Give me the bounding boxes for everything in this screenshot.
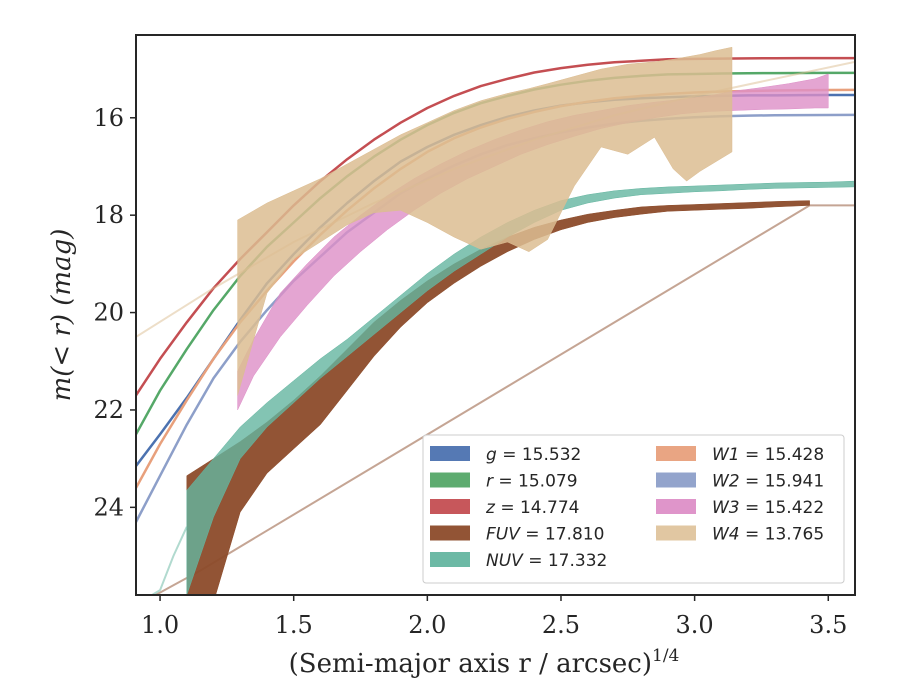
legend-swatch-w3 <box>656 499 696 514</box>
x-axis-title-exponent: 1/4 <box>652 646 679 666</box>
legend-label-z: z = 14.774 <box>485 498 579 518</box>
y-axis-title: m(< r) (mag) <box>47 229 77 402</box>
legend-swatch-nuv <box>430 552 470 567</box>
legend-label-g: g = 15.532 <box>486 445 581 465</box>
y-tick-label: 16 <box>93 104 124 132</box>
legend: g = 15.532 r = 15.079 z = 14.774 FUV = 17.8… <box>422 434 845 584</box>
legend-label-w2: W2 = 15.941 <box>712 472 824 492</box>
x-tick-label: 2.5 <box>542 611 580 639</box>
series-layer <box>136 46 855 595</box>
legend-frame <box>422 434 845 584</box>
plot-frame <box>135 34 856 596</box>
legend-label-w3: W3 = 15.422 <box>712 498 824 518</box>
y-tick-label: 18 <box>93 201 124 229</box>
nuv-series-band <box>186 180 855 595</box>
legend-swatch-w4 <box>656 525 696 541</box>
x-tick-label: 1.0 <box>141 611 179 639</box>
legend-swatch-w1 <box>656 446 696 461</box>
x-tick-label: 1.5 <box>275 611 313 639</box>
legend-swatch-w2 <box>656 472 696 488</box>
y-tick-label: 20 <box>93 299 124 327</box>
legend-label-w1: W1 = 15.428 <box>712 445 824 465</box>
x-tick-label: 3.5 <box>809 611 847 639</box>
legend-label-nuv: NUV = 17.332 <box>486 551 607 571</box>
x-tick-label: 3.0 <box>676 611 714 639</box>
y-tick-label: 24 <box>93 493 124 521</box>
ticks-layer: 1.0 1.5 2.0 2.5 3.0 3.5 16 18 20 22 24 <box>93 104 847 639</box>
legend-swatch-g <box>430 446 470 461</box>
legend-label-w4: W4 = 13.765 <box>712 525 824 545</box>
w4-series-band <box>237 46 733 396</box>
x-tick-label: 2.0 <box>408 611 446 639</box>
legend-label-fuv: FUV = 17.810 <box>486 525 604 545</box>
y-tick-label: 22 <box>93 396 124 424</box>
legend-swatch-z <box>430 499 470 514</box>
legend-label-r: r = 15.079 <box>486 472 578 492</box>
legend-swatch-r <box>430 472 470 488</box>
legend-swatch-fuv <box>430 525 470 541</box>
nuv-trend-line <box>150 526 188 595</box>
x-axis-title: (Semi-major axis r / arcsec)1/4 <box>289 646 680 679</box>
